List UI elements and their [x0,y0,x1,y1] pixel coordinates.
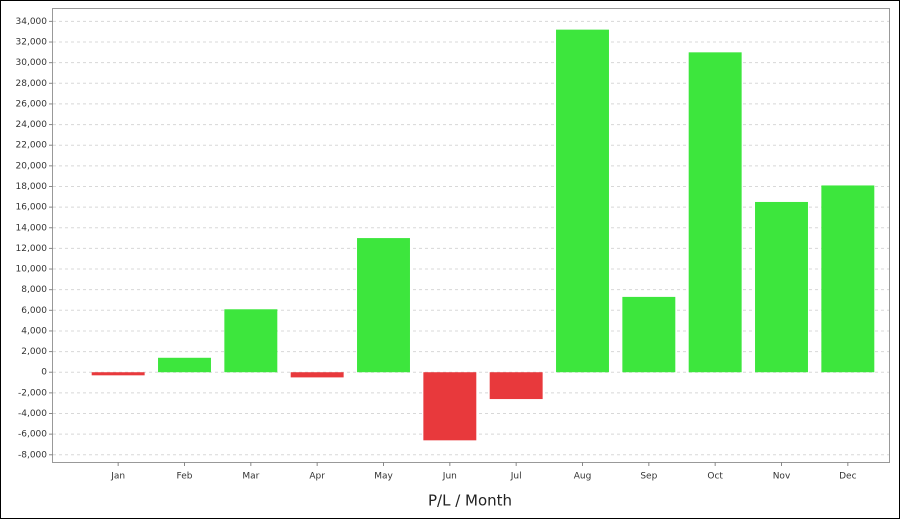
bar [556,29,609,373]
y-tick-label: 20,000 [16,161,48,171]
y-tick-label: 8,000 [21,285,47,295]
y-tick-label: 18,000 [16,182,48,192]
y-tick-label: 22,000 [16,141,48,151]
y-tick-label: 14,000 [16,223,48,233]
bar [224,309,278,373]
y-tick-label: -6,000 [18,430,47,440]
bar [821,185,875,373]
y-tick-label: 16,000 [16,203,48,213]
x-tick-label: May [374,472,393,482]
x-tick-label: Mar [242,472,259,482]
y-tick-label: 6,000 [21,306,47,316]
y-tick-label: 0 [41,368,47,378]
y-tick-label: 2,000 [21,347,47,357]
bar [290,372,344,378]
chart-title: P/L / Month [428,492,512,510]
x-tick-label: Jun [442,472,457,482]
y-tick-label: 26,000 [16,99,48,109]
y-tick-label: -4,000 [18,409,47,419]
x-tick-label: Oct [707,472,723,482]
x-tick-label: Dec [839,472,856,482]
y-tick-label: 24,000 [16,120,48,130]
bar [489,372,543,400]
x-tick-label: Jul [510,472,522,482]
bar [357,238,410,373]
y-tick-label: 12,000 [16,244,48,254]
bar [91,372,145,376]
x-tick-label: Jan [110,472,125,482]
bar [622,296,676,373]
y-tick-label: 28,000 [16,79,48,89]
y-tick-label: 10,000 [16,265,48,275]
x-tick-label: Aug [574,472,592,482]
y-tick-label: -8,000 [18,450,47,460]
y-tick-label: 30,000 [16,58,48,68]
x-tick-label: Nov [773,472,791,482]
bar [423,372,477,441]
y-tick-label: 4,000 [21,326,47,336]
x-tick-label: Feb [177,472,193,482]
y-tick-label: -2,000 [18,388,47,398]
bar [755,201,808,373]
y-tick-label: 32,000 [16,38,48,48]
bar [688,52,742,373]
x-tick-label: Sep [640,472,657,482]
x-tick-label: Apr [309,472,325,482]
y-tick-label: 34,000 [16,17,48,27]
bar [158,357,211,373]
